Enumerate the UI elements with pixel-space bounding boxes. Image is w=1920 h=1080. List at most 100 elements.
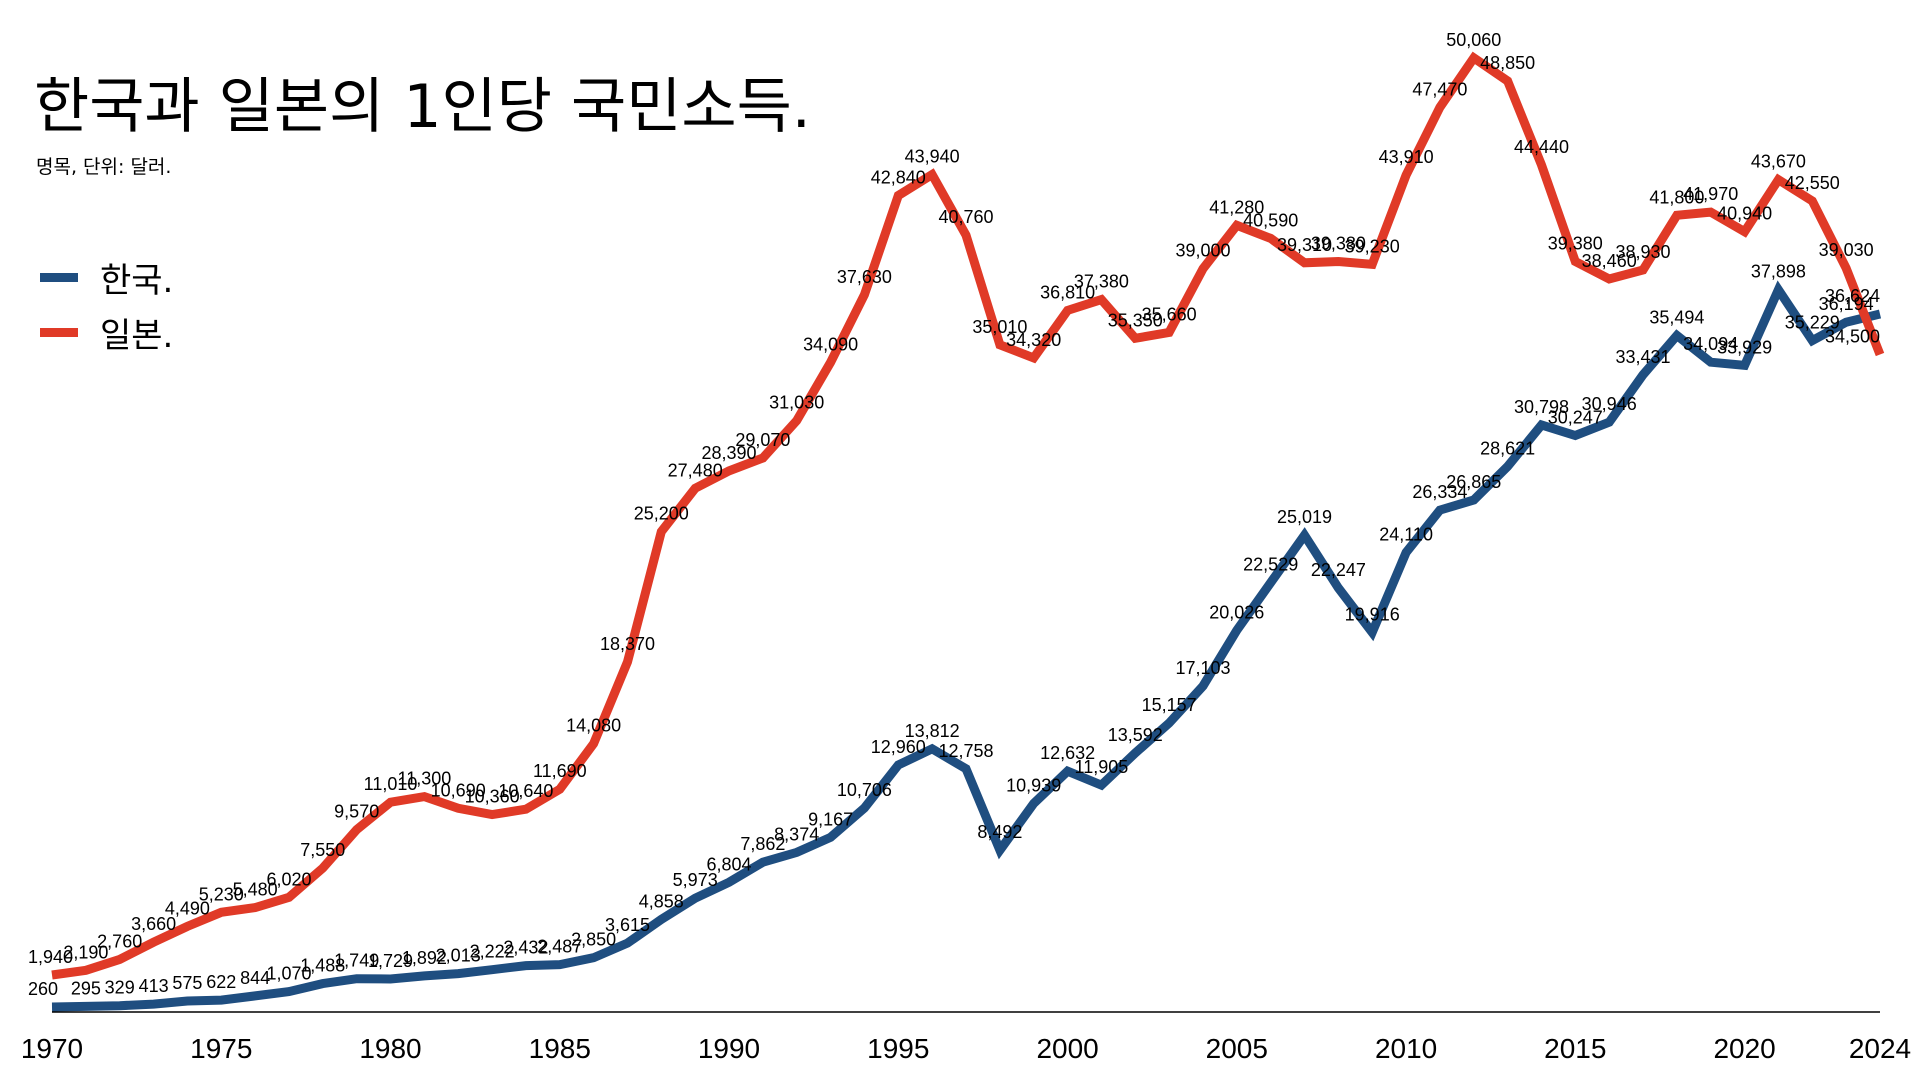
data-label: 22,247 — [1311, 560, 1366, 580]
data-label: 34,090 — [803, 334, 858, 354]
data-label: 5,480 — [233, 880, 278, 900]
data-label: 6,804 — [706, 854, 751, 874]
data-label: 42,840 — [871, 168, 926, 188]
data-label: 10,640 — [498, 781, 553, 801]
data-label: 25,200 — [634, 504, 689, 524]
data-label: 2,850 — [571, 930, 616, 950]
data-label: 2,222 — [470, 942, 515, 962]
x-tick-label: 2015 — [1544, 1033, 1606, 1064]
series-line-japan — [51, 51, 1885, 980]
data-label: 24,110 — [1379, 525, 1433, 545]
data-label: 36,624 — [1825, 286, 1880, 306]
data-label: 844 — [240, 968, 270, 988]
data-label: 17,103 — [1175, 658, 1230, 678]
data-label: 36,810 — [1040, 282, 1095, 302]
data-label: 11,690 — [533, 761, 587, 781]
data-label: 10,706 — [837, 780, 892, 800]
chart-title: 한국과 일본의 1인당 국민소득. — [34, 72, 811, 142]
data-label: 1,729 — [368, 951, 413, 971]
data-label: 36,194 — [1819, 294, 1874, 314]
data-label: 28,621 — [1480, 439, 1535, 459]
data-label: 1,070 — [266, 964, 311, 984]
data-label: 25,019 — [1277, 507, 1332, 527]
data-label: 2,432 — [503, 938, 548, 958]
data-label: 37,630 — [837, 267, 892, 287]
data-label: 13,592 — [1108, 725, 1163, 745]
data-label: 2,190 — [63, 942, 108, 962]
data-label: 35,660 — [1142, 304, 1197, 324]
data-label: 19,916 — [1345, 604, 1400, 624]
data-label: 295 — [71, 978, 101, 998]
data-label: 8,374 — [774, 824, 819, 844]
data-label: 14,080 — [566, 716, 621, 736]
data-label: 5,973 — [673, 870, 718, 890]
x-tick-label: 2020 — [1713, 1033, 1775, 1064]
legend-item-korea: 한국. — [40, 250, 173, 305]
x-tick-label: 1970 — [21, 1033, 83, 1064]
data-label: 2,013 — [436, 946, 481, 966]
data-label: 40,940 — [1717, 204, 1772, 224]
data-label: 48,850 — [1480, 53, 1535, 73]
data-label: 35,494 — [1649, 308, 1704, 328]
data-label: 622 — [206, 972, 236, 992]
data-label: 35,010 — [972, 317, 1027, 337]
data-label: 30,946 — [1582, 394, 1637, 414]
data-label: 39,380 — [1311, 234, 1366, 254]
data-label: 30,798 — [1514, 397, 1569, 417]
x-tick-label: 2005 — [1206, 1033, 1268, 1064]
data-label: 35,229 — [1785, 313, 1840, 333]
data-label: 1,749 — [334, 951, 379, 971]
data-label: 33,431 — [1615, 347, 1670, 367]
data-label: 27,480 — [668, 460, 723, 480]
data-label: 4,858 — [639, 891, 684, 911]
data-label: 15,157 — [1142, 695, 1197, 715]
data-label: 260 — [28, 979, 58, 999]
legend-item-japan: 일본. — [40, 305, 173, 360]
data-label: 8,492 — [977, 822, 1022, 842]
data-label: 11,905 — [1075, 757, 1129, 777]
data-label: 2,760 — [97, 931, 142, 951]
data-label: 2,487 — [537, 937, 582, 957]
data-label: 1,940 — [28, 947, 73, 967]
x-tick-label: 2000 — [1036, 1033, 1098, 1064]
legend-label-japan: 일본. — [100, 316, 174, 356]
data-label: 42,550 — [1785, 173, 1840, 193]
series-layer — [51, 51, 1885, 1012]
data-label: 4,490 — [165, 898, 210, 918]
data-label: 413 — [139, 976, 169, 996]
data-label: 40,590 — [1243, 210, 1298, 230]
data-label: 13,812 — [905, 721, 960, 741]
data-labels-layer: 260 295 329 413 575 622 8441,0701,4881,7491,72… — [28, 30, 1880, 999]
x-tick-label: 1995 — [867, 1033, 929, 1064]
x-tick-label: 2010 — [1375, 1033, 1437, 1064]
data-label: 50,060 — [1446, 30, 1501, 50]
data-label: 40,760 — [938, 207, 993, 227]
data-label: 37,380 — [1074, 272, 1129, 292]
data-label: 5,230 — [199, 884, 244, 904]
x-tick-label: 1990 — [698, 1033, 760, 1064]
series-line-korea — [51, 280, 1882, 1012]
data-label: 7,862 — [740, 834, 785, 854]
data-label: 47,470 — [1412, 79, 1467, 99]
data-label: 38,460 — [1582, 251, 1637, 271]
data-label: 12,632 — [1040, 743, 1095, 763]
data-label: 37,898 — [1751, 262, 1806, 282]
data-label: 34,094 — [1683, 334, 1738, 354]
data-label: 9,167 — [808, 809, 853, 829]
data-label: 41,280 — [1209, 197, 1264, 217]
data-label: 38,930 — [1615, 242, 1670, 262]
data-label: 10,939 — [1006, 776, 1061, 796]
data-label: 43,670 — [1751, 152, 1806, 172]
legend-label-korea: 한국. — [100, 261, 174, 301]
data-label: 26,865 — [1446, 472, 1501, 492]
data-label: 3,660 — [131, 914, 176, 934]
data-label: 22,529 — [1243, 555, 1298, 575]
data-label: 31,030 — [769, 393, 824, 413]
data-label: 11,300 — [398, 769, 452, 789]
data-label: 12,960 — [871, 737, 926, 757]
data-label: 10,690 — [431, 780, 486, 800]
data-label: 575 — [172, 973, 202, 993]
data-label: 329 — [105, 978, 135, 998]
x-tick-label: 1975 — [190, 1033, 252, 1064]
data-label: 26,334 — [1412, 482, 1467, 502]
